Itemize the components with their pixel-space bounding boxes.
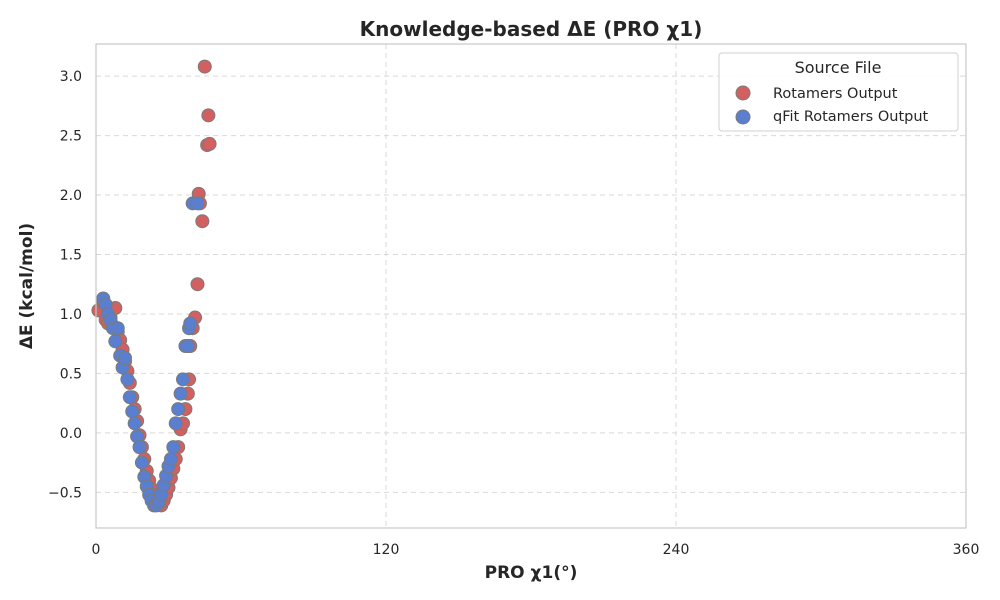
qfit-rotamers-point (190, 196, 205, 211)
legend-box (718, 52, 959, 132)
qfit-rotamers-point (108, 334, 123, 349)
y-tick-label: 2.0 (60, 188, 82, 204)
x-tick-label: 240 (663, 542, 690, 558)
x-tick-label: 360 (953, 542, 980, 558)
x-tick-labels: 0 120 240 360 (92, 542, 980, 558)
y-axis-label: ΔE (kcal/mol) (17, 223, 37, 349)
qfit-rotamers-point (163, 452, 178, 467)
y-tick-labels: −0.5 0.0 0.5 1.0 1.5 2.0 2.5 3.0 (48, 69, 82, 501)
qfit-rotamers-point (173, 386, 188, 401)
qfit-rotamers-point (183, 316, 198, 331)
y-tick-label: 1.5 (60, 247, 82, 263)
rotamers-point (195, 214, 210, 229)
qfit-rotamers-point (132, 440, 147, 455)
legend-label-rotamers: Rotamers Output (773, 86, 898, 102)
legend-marker-rotamers (735, 85, 751, 101)
plot-frame (95, 43, 967, 529)
y-tick-label: −0.5 (48, 485, 82, 501)
rotamers-point (197, 59, 212, 74)
qfit-rotamers-point (171, 402, 186, 417)
y-tick-label: 3.0 (60, 69, 82, 85)
x-axis-label: PRO χ1(°) (485, 563, 578, 583)
rotamers-point (201, 108, 216, 123)
rotamers-point (190, 277, 205, 292)
y-tick-label: 1.0 (60, 307, 82, 323)
y-tick-label: 0.0 (60, 426, 82, 442)
y-tick-label: 2.5 (60, 129, 82, 145)
qfit-rotamers-point (166, 440, 181, 455)
qfit-rotamers-point (110, 321, 125, 336)
qfit-rotamers-point (127, 416, 142, 431)
qfit-rotamers-point (180, 339, 195, 354)
rotamers-point (202, 136, 217, 151)
legend-label-qfit-rotamers: qFit Rotamers Output (773, 109, 929, 125)
y-tick-label: 0.5 (60, 366, 82, 382)
qfit-rotamers-point (122, 390, 137, 405)
legend-marker-qfit-rotamers (735, 109, 751, 125)
legend: Source File Rotamers Output qFit Rotamer… (718, 52, 959, 132)
grid-lines (96, 44, 966, 528)
legend-title: Source File (795, 58, 882, 77)
qfit-rotamers-point (176, 372, 190, 387)
x-tick-label: 0 (92, 542, 101, 558)
qfit-rotamers-point (168, 416, 183, 431)
qfit-rotamers-point (125, 404, 140, 419)
chart-title: Knowledge-based ΔE (PRO χ1) (360, 17, 703, 41)
qfit-rotamers-point (118, 350, 132, 365)
qfit-rotamers-point (120, 372, 135, 387)
x-tick-label: 120 (373, 542, 400, 558)
data-points (91, 59, 217, 513)
qfit-rotamers-point (134, 455, 149, 470)
